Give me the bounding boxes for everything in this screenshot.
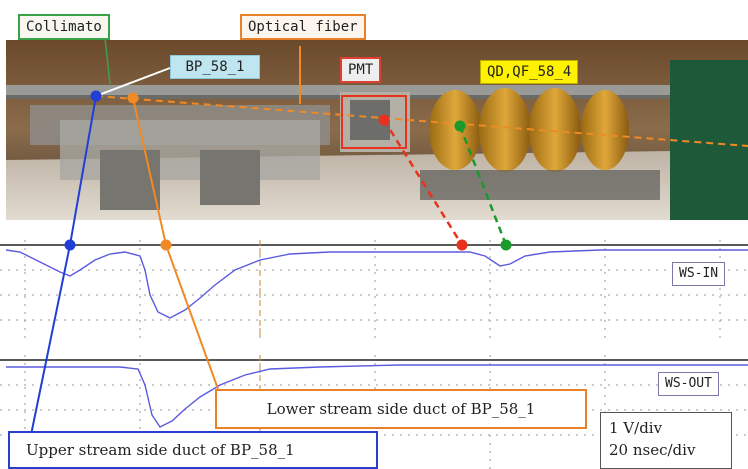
pmt-label: PMT [340,57,382,83]
horizontal-scale-text: 20 nsec/div [609,441,696,459]
vertical-scale-text: 1 V/div [609,419,663,437]
lower-stream-label: Lower stream side duct of BP_58_1 [215,389,587,429]
beamline-photo [0,0,748,220]
bpm-label: BP_58_1 [170,55,260,79]
scope-trace-ws-in [0,240,748,340]
scope-scale-box: 1 V/div 20 nsec/div [600,412,732,469]
ws-in-label: WS-IN [672,262,726,286]
collimator-label: Collimato [18,14,110,40]
optical-fiber-label: Optical fiber [240,14,366,40]
ws-out-label: WS-OUT [658,372,719,396]
upper-stream-label: Upper stream side duct of BP_58_1 [8,431,378,469]
quad-label: QD,QF_58_4 [480,60,579,84]
